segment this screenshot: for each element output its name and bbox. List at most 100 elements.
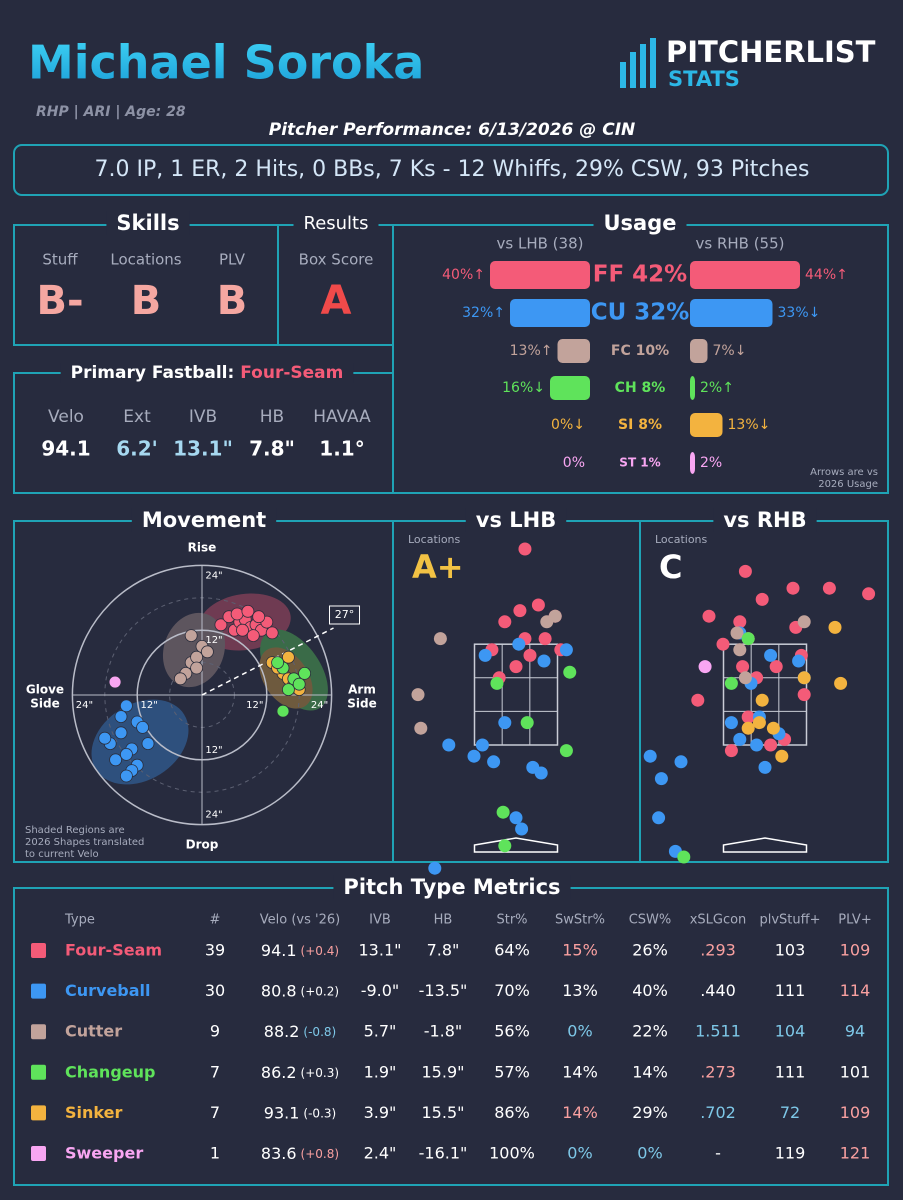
table-cell: 111	[775, 981, 806, 1000]
table-cell: -16.1"	[419, 1144, 468, 1163]
column-header: Velo (vs '26)	[260, 913, 340, 928]
column-header: CSW%	[629, 913, 672, 928]
player-subtitle: RHP | ARI | Age: 28	[36, 104, 186, 120]
column-header: Type	[64, 913, 95, 928]
table-cell: 14%	[632, 1062, 668, 1081]
title-bg	[465, 508, 567, 532]
pitch-location	[775, 749, 789, 763]
velo: 86.2	[261, 1062, 297, 1081]
arm-angle-box	[329, 605, 361, 625]
table-cell: 111	[775, 1062, 806, 1081]
movement-point	[173, 672, 187, 686]
column-header: plvStuff+	[760, 913, 821, 928]
locations-grade: C	[659, 548, 682, 586]
usage-value-label: 13%↓	[728, 417, 771, 433]
pitch-location	[786, 581, 800, 595]
movement-point	[292, 677, 306, 691]
metric-value: 7.8"	[249, 437, 295, 461]
table-cell: 7	[210, 1103, 220, 1122]
movement-point	[241, 604, 255, 618]
ring-label: 12"	[205, 635, 222, 646]
skill-grade: B	[217, 278, 248, 324]
pitch-location	[702, 609, 716, 623]
pitch-location	[792, 654, 806, 668]
movement-point	[214, 618, 228, 632]
section-title: Skills	[116, 211, 179, 235]
usage-bar	[550, 376, 590, 400]
usage-value-label: 44%↑	[805, 267, 848, 283]
table-cell: 15.9"	[422, 1062, 465, 1081]
section-title: Pitch Type Metrics	[343, 875, 560, 899]
skill-label: Locations	[110, 251, 181, 269]
table-cell: 64%	[494, 941, 530, 960]
usage-bar	[490, 261, 590, 289]
table-cell: 0%	[637, 1144, 662, 1163]
axis-label: Side	[347, 697, 376, 711]
pitch-location	[520, 716, 534, 730]
table-cell: 101	[840, 1062, 871, 1081]
usage-pitch: SI 8%	[618, 417, 662, 433]
pitch-location	[698, 660, 712, 674]
pitch-location	[523, 648, 537, 662]
velo-diff: (-0.8)	[303, 1025, 336, 1039]
pitch-location	[750, 738, 764, 752]
ring-label: 24"	[205, 570, 222, 581]
section-title: Movement	[142, 508, 266, 532]
summary-box	[13, 144, 889, 196]
usage-bar	[690, 299, 773, 327]
pitch-location	[834, 676, 848, 690]
table-cell: 70%	[494, 981, 530, 1000]
pitch-location	[738, 564, 752, 578]
column-header: #	[210, 913, 221, 928]
usage-bar	[690, 376, 695, 400]
movement-point	[190, 661, 204, 675]
usage-bar	[690, 261, 800, 289]
usage-pitch: ST 1%	[619, 456, 660, 470]
pitch-name: Sweeper	[65, 1144, 143, 1163]
ring-label: 24"	[205, 810, 222, 821]
table-cell: 72	[780, 1103, 800, 1122]
metric-label: HAVAA	[313, 407, 371, 427]
metric-value: 13.1"	[173, 437, 233, 461]
column-header: Str%	[496, 913, 527, 928]
metric-label: HB	[260, 407, 284, 427]
movement-note: 2026 Shapes translated	[25, 837, 144, 848]
table-cell: 0%	[567, 1022, 592, 1041]
table-cell: 5.7"	[364, 1022, 397, 1041]
fastball-title: Primary Fastball: Four-Seam	[71, 363, 344, 383]
title-bg	[333, 875, 571, 899]
velo-cell: 94.1 (+0.4)	[261, 941, 339, 960]
pitch-location	[716, 637, 730, 651]
performance-title: Pitcher Performance: 6/13/2026 @ CIN	[269, 120, 636, 140]
usage-value-label: 32%↑	[462, 305, 505, 321]
pitch-location	[862, 587, 876, 601]
usage-bar	[690, 339, 708, 363]
movement-point	[136, 721, 150, 734]
velo-cell: 83.6 (+0.8)	[261, 1144, 339, 1163]
movement-point	[298, 667, 312, 680]
metric-label: Ext	[123, 407, 151, 427]
velo-diff: (+0.8)	[301, 1147, 340, 1161]
pitch-location	[531, 598, 545, 612]
pitch-location	[490, 676, 504, 690]
pitch-location	[559, 744, 573, 758]
table-cell: 14%	[562, 1103, 598, 1122]
pitch-location	[411, 688, 425, 702]
summary: 7.0 IP, 1 ER, 2 Hits, 0 BBs, 7 Ks - 12 W…	[95, 157, 810, 182]
movement-point	[200, 645, 214, 659]
pitch-swatch	[31, 1146, 46, 1161]
skill-grade: B	[131, 278, 162, 324]
table-cell: 121	[840, 1144, 871, 1163]
usage-value-label: 33%↓	[778, 305, 821, 321]
usage-value-label: 2%	[700, 455, 722, 471]
pitch-location	[769, 660, 783, 674]
pitch-location	[733, 732, 747, 746]
pitch-location	[758, 760, 772, 774]
table-cell: 1.9"	[364, 1062, 397, 1081]
table-cell: 39	[205, 941, 225, 960]
pitch-location	[738, 671, 752, 685]
pitch-location	[730, 626, 744, 640]
table-cell: 114	[840, 981, 871, 1000]
